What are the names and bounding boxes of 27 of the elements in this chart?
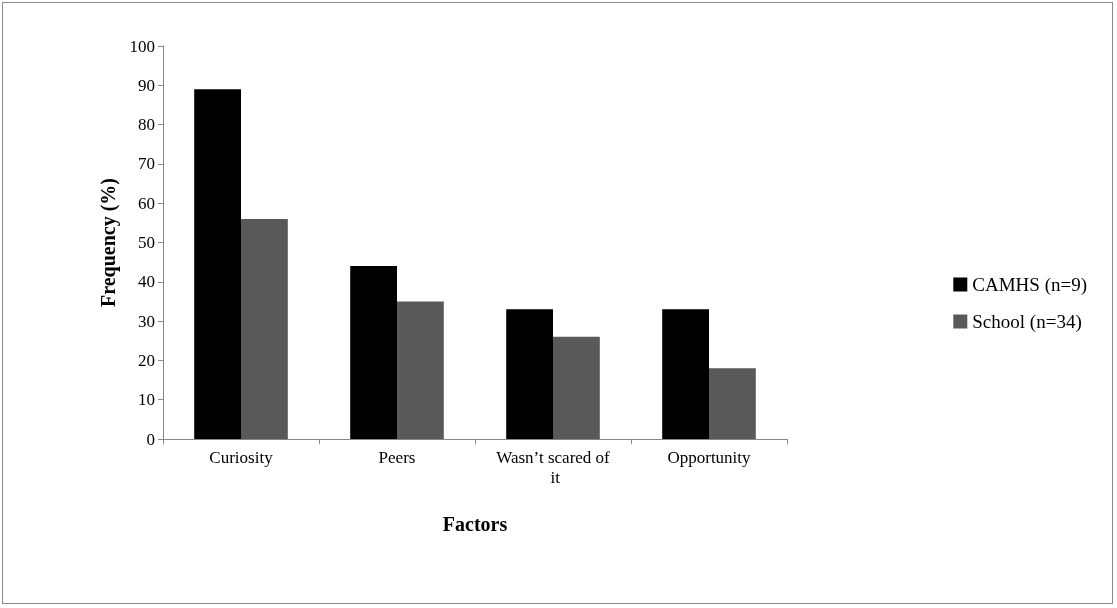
y-tick-label: 20: [138, 350, 155, 370]
x-axis-title: Factors: [442, 513, 508, 535]
y-tick-label: 30: [138, 311, 155, 331]
y-axis-title: Frequency (%): [97, 177, 120, 308]
y-tick-label: 70: [138, 154, 155, 174]
x-tick-label: Opportunity: [667, 447, 752, 467]
y-tick-label: 80: [138, 115, 155, 135]
bar: [350, 266, 397, 439]
bar: [194, 89, 241, 439]
bar: [662, 309, 709, 439]
y-tick-label: 100: [129, 36, 155, 56]
legend-label: CAMHS (n=9): [972, 274, 1088, 296]
x-tick-label: Peers: [378, 447, 416, 467]
x-tick-label: Curiosity: [209, 447, 274, 467]
bar: [709, 368, 756, 439]
legend-label: School (n=34): [972, 311, 1082, 333]
bar: [397, 301, 444, 439]
bar: [553, 336, 600, 439]
y-tick-label: 40: [138, 272, 155, 292]
bar: [241, 218, 288, 439]
y-tick-label: 90: [138, 75, 155, 95]
y-tick-label: 10: [138, 390, 155, 410]
x-tick-label: Wasn’t scared of it: [496, 447, 611, 487]
bar: [506, 309, 553, 439]
y-tick-label: 60: [138, 193, 155, 213]
y-tick-label: 50: [138, 233, 155, 252]
y-tick-label: 0: [146, 429, 155, 449]
